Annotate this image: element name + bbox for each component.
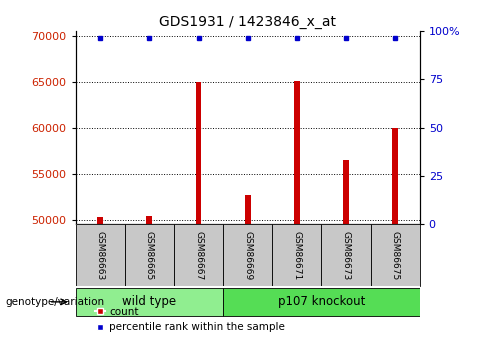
Text: GSM86663: GSM86663: [96, 231, 105, 280]
Text: GSM86665: GSM86665: [145, 231, 154, 280]
Legend: count, percentile rank within the sample: count, percentile rank within the sample: [91, 303, 289, 336]
Text: GSM86669: GSM86669: [243, 231, 252, 280]
Text: GSM86675: GSM86675: [390, 231, 400, 280]
Text: p107 knockout: p107 knockout: [278, 295, 365, 308]
Bar: [370, 224, 420, 286]
Bar: [294, 81, 300, 224]
Bar: [223, 224, 272, 286]
Bar: [97, 217, 103, 224]
Bar: [76, 224, 125, 286]
Text: genotype/variation: genotype/variation: [5, 297, 104, 307]
Text: GSM86673: GSM86673: [342, 231, 350, 280]
Bar: [244, 195, 251, 224]
Bar: [343, 160, 349, 224]
Text: GSM86671: GSM86671: [292, 231, 301, 280]
Text: GSM86667: GSM86667: [194, 231, 203, 280]
Bar: [146, 216, 152, 224]
Text: wild type: wild type: [122, 295, 177, 308]
Title: GDS1931 / 1423846_x_at: GDS1931 / 1423846_x_at: [159, 14, 336, 29]
Bar: [76, 288, 223, 316]
Bar: [223, 288, 420, 316]
Bar: [322, 224, 370, 286]
Bar: [272, 224, 322, 286]
Bar: [196, 82, 202, 224]
Bar: [174, 224, 223, 286]
Bar: [392, 128, 398, 224]
Bar: [125, 224, 174, 286]
